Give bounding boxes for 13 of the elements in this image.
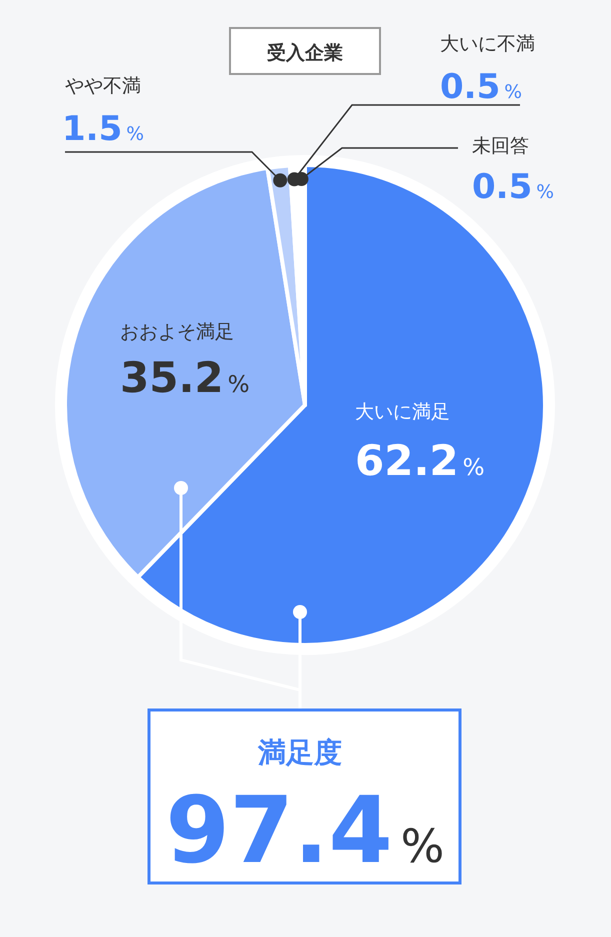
slice-label: やや不満 xyxy=(65,75,141,97)
text: 満足度 xyxy=(257,736,342,769)
data-label: 0.5% xyxy=(440,67,522,107)
slice-label: 大いに満足 xyxy=(355,401,450,423)
slice-label: 大いに不満 xyxy=(440,33,535,55)
slice-label: 未回答 xyxy=(472,135,529,157)
text: 97.4% xyxy=(166,777,444,884)
chart-title: 受入企業 xyxy=(267,42,343,64)
slice-label: おおよそ満足 xyxy=(120,321,234,343)
data-label: 35.2% xyxy=(120,353,250,402)
data-label: 62.2% xyxy=(355,436,485,485)
data-label: 0.5% xyxy=(472,167,554,207)
data-label: 1.5% xyxy=(62,109,144,149)
